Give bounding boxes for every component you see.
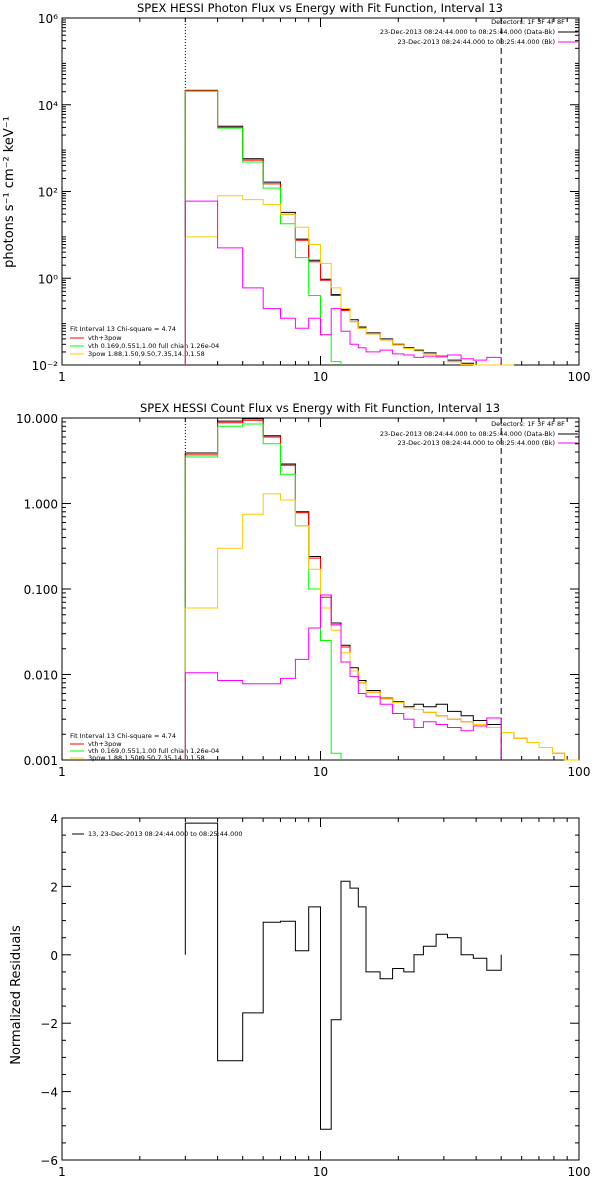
count-flux-panel: SPEX HESSI Count Flux vs Energy with Fit… [16,401,590,779]
residuals-panel: Normalized Residuals 13, 23-Dec-2013 08:… [9,812,590,1179]
count-y-tick-label: 0.010 [24,669,58,683]
count-series-vth+3pow [184,419,579,761]
fit-info-text-2: Fit Interval 13 Chi-square = 4.74 [70,732,176,740]
photon-series-vth [184,90,342,365]
legend-vth-text-2: vth 0.169,0.551,1.00 full chian 1.26e-04 [88,747,219,755]
residuals-y-tick-label: 0 [50,949,58,963]
legend-data-bk-text-2: 23-Dec-2013 08:24:44.000 to 08:25:44.000… [380,430,555,438]
count-flux-title: SPEX HESSI Count Flux vs Energy with Fit… [140,401,500,415]
photon-x-tick-label: 100 [568,370,591,384]
residuals-y-tick-label: −2 [40,1017,58,1031]
count-series-vth [184,423,342,760]
photon-series-bk [184,200,502,365]
residuals-x-tick-label: 100 [568,1165,591,1179]
legend-3pow-text-2: 3pow 1.88,1.50,9.50,7.35,14.0,1.58 [88,754,205,762]
legend-total-fit-text: vth+3pow [88,334,122,342]
legend-total-fit-text-2: vth+3pow [88,740,122,748]
count-y-tick-label: 1.000 [24,498,58,512]
legend-vth-text: vth 0.169,0.551,1.00 full chian 1.26e-04 [88,342,219,350]
residuals-y-tick-label: −6 [40,1154,58,1168]
count-y-tick-label: 0.100 [24,583,58,597]
residuals-y-axis-label: Normalized Residuals [9,925,24,1065]
legend-bk-text: 23-Dec-2013 08:24:44.000 to 08:25:44.000… [398,38,556,46]
photon-flux-y-axis-label: photons s⁻¹ cm⁻² keV⁻¹ [2,116,17,268]
photon-flux-title: SPEX HESSI Photon Flux vs Energy with Fi… [137,1,503,15]
residuals-y-tick-label: 2 [50,880,58,894]
photon-flux-panel: SPEX HESSI Photon Flux vs Energy with Fi… [2,1,590,384]
detectors-label-2: Detectors: 1F 3F 4F 8F [491,420,565,428]
residuals-series-residuals [184,822,502,1130]
fit-info-text: Fit Interval 13 Chi-square = 4.74 [70,325,176,333]
photon-y-tick-label: 10⁰ [38,272,58,286]
legend-data-bk-text: 23-Dec-2013 08:24:44.000 to 08:25:44.000… [380,28,555,36]
count-series-data-bk [184,418,502,760]
count-series-bk [184,594,502,760]
count-y-tick-label: 10.000 [16,412,58,426]
photon-y-tick-label: 10² [38,186,58,200]
photon-series-3pow [184,195,514,366]
photon-x-tick-label: 10 [313,370,328,384]
photon-series-data-bk [184,90,502,366]
count-x-tick-label: 1 [58,765,66,779]
residuals-x-tick-label: 10 [313,1165,328,1179]
photon-y-tick-label: 10⁶ [38,12,58,26]
legend-bk-text-2: 23-Dec-2013 08:24:44.000 to 08:25:44.000… [398,439,556,447]
residuals-y-tick-label: −4 [40,1086,58,1100]
count-x-tick-label: 100 [568,765,591,779]
photon-y-tick-label: 10⁻² [32,359,59,373]
legend-3pow-text: 3pow 1.88,1.50,9.50,7.35,14.0,1.58 [88,350,205,358]
residuals-y-tick-label: 4 [50,812,58,826]
detectors-label: Detectors: 1F 3F 4F 8F [491,18,565,26]
photon-x-tick-label: 1 [58,370,66,384]
photon-y-tick-label: 10⁴ [38,99,58,113]
count-y-tick-label: 0.001 [24,754,58,768]
count-x-tick-label: 10 [313,765,328,779]
residuals-x-tick-label: 1 [58,1165,66,1179]
residuals-legend-text: 13, 23-Dec-2013 08:24:44.000 to 08:25:44… [88,830,243,838]
count-series-3pow [184,493,579,761]
photon-series-vth+3pow [184,89,514,366]
